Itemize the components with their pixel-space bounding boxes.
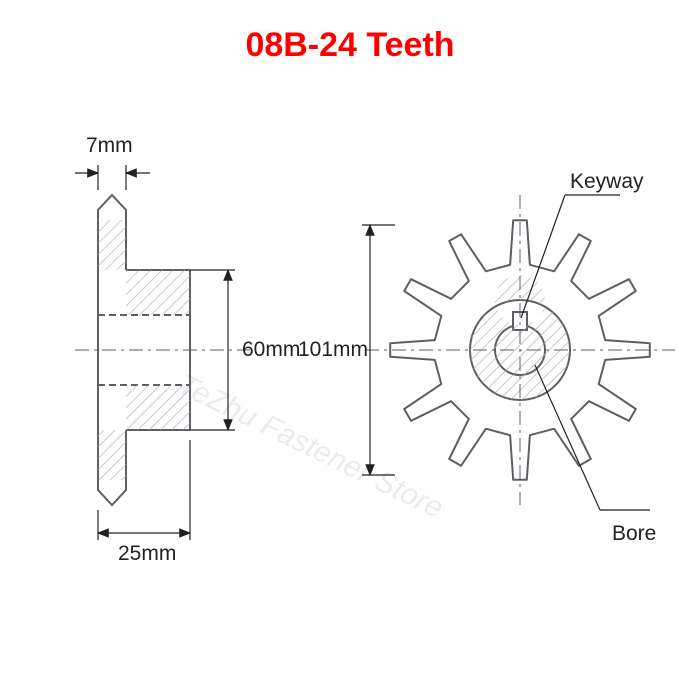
bore-label: Bore (612, 522, 656, 546)
overall-width-label: 25mm (118, 542, 176, 566)
front-view-drawing (340, 140, 700, 560)
page-title: 08B-24 Teeth (0, 26, 700, 65)
thickness-label: 7mm (86, 134, 133, 158)
diameter-label: 101mm (298, 338, 368, 362)
keyway-label: Keyway (570, 170, 644, 194)
hub-height-label: 60mm (242, 338, 300, 362)
